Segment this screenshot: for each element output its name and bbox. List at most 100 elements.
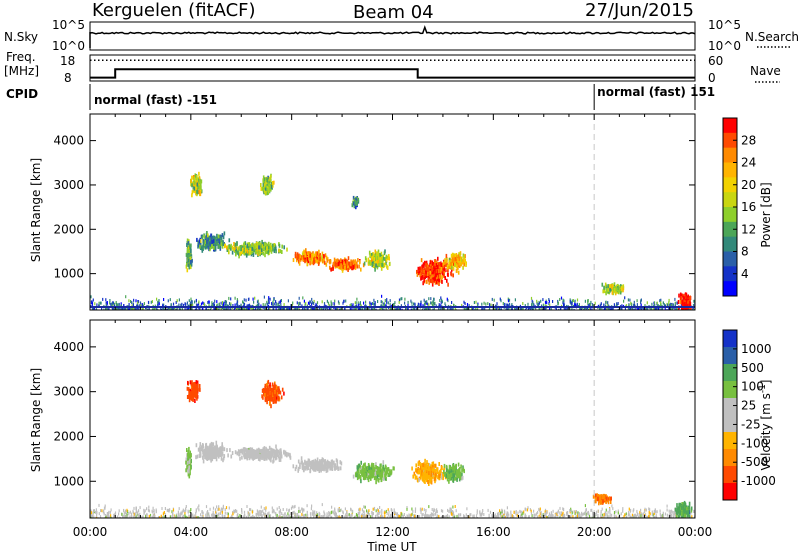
ground-scatter-cell [388,514,389,517]
ground-scatter-cell [146,507,147,510]
ground-scatter-cell [561,511,562,514]
ground-scatter-cell [654,301,655,304]
ground-scatter-cell [428,297,429,300]
noise-right-tick-bottom: 10^0 [708,39,741,53]
ground-scatter-cell [637,303,638,306]
ground-scatter-cell [600,514,601,517]
ground-scatter-cell [225,302,226,305]
ground-scatter-cell [352,303,353,306]
ground-scatter-cell [657,302,658,305]
ground-scatter-cell [137,302,138,305]
echo-cell [262,187,264,191]
y-tick-label: 4000 [53,134,84,148]
ground-scatter-cell [298,507,299,510]
ground-scatter-cell [102,298,103,301]
ground-scatter-cell [274,303,275,306]
ground-scatter-cell [596,511,597,514]
ground-scatter-cell [424,303,425,306]
ground-scatter-cell [319,513,320,516]
echo-cell [211,236,213,240]
echo-cell [249,242,251,246]
ground-scatter-cell [559,298,560,301]
ground-scatter-cell [333,510,334,513]
ground-scatter-cell [132,510,133,513]
ground-scatter-cell [168,299,169,302]
ground-scatter-cell [466,507,467,510]
ground-scatter-cell [570,300,571,303]
ground-scatter-cell [213,507,214,510]
ground-scatter-cell [595,302,596,305]
echo-cell [446,279,448,283]
ground-scatter-cell [280,509,281,512]
ground-scatter-cell [264,507,265,510]
ground-scatter-cell [676,302,677,305]
ground-scatter-cell [317,301,318,304]
ground-scatter-cell [582,513,583,516]
ground-scatter-cell [207,301,208,304]
noise-search-label: N.Search [745,30,799,44]
ground-scatter-cell [624,296,625,299]
ground-scatter-cell [491,514,492,517]
echo-cell [678,300,680,304]
ground-scatter-cell [123,509,124,512]
ground-scatter-cell [279,301,280,304]
ground-scatter-cell [248,515,249,518]
echo-cell [348,256,350,260]
echo-cell [421,258,423,262]
ground-scatter-cell [173,303,174,306]
y-tick-label: 1000 [53,267,84,281]
ground-scatter-cell [128,512,129,515]
echo-cell [423,278,425,282]
echo-cell [324,261,326,265]
ground-scatter-cell [408,301,409,304]
echo-cell [280,249,282,253]
echo-cell [297,256,299,260]
ground-scatter-cell [312,301,313,304]
echo-cell [188,259,190,263]
ground-scatter-cell [649,511,650,514]
echo-cell [340,258,342,262]
echo-cell [261,187,263,191]
nave-label: Nave [750,64,781,78]
ground-scatter-cell [400,298,401,301]
ground-scatter-cell [386,510,387,513]
echo-cell [446,254,448,258]
ground-scatter-cell [432,300,433,303]
ground-scatter-cell [292,511,293,514]
echo-cell [371,256,373,260]
ground-scatter-cell [562,507,563,510]
freq-label-line2: [MHz] [4,64,39,78]
echo-cell [333,262,335,266]
ground-scatter-cell [451,509,452,512]
ground-scatter-cell [265,506,266,509]
ground-scatter-cell [674,298,675,301]
echo-cell [237,251,239,255]
echo-cell [453,257,455,261]
ground-scatter-cell [693,300,694,303]
echo-cell [326,263,328,267]
ground-scatter-cell [232,512,233,515]
echo-cell [197,190,199,194]
ground-scatter-cell [220,512,221,515]
echo-cell [684,302,686,306]
colorbar-tick-label: 28 [741,133,756,147]
ground-scatter-cell [287,512,288,515]
ground-scatter-cell [183,515,184,518]
echo-cell [258,245,260,249]
ground-scatter-cell [667,509,668,512]
echo-cell [224,244,226,248]
ground-scatter-cell [307,504,308,507]
echo-cell [265,191,267,195]
ground-scatter-cell [244,511,245,514]
ground-scatter-cell [435,513,436,516]
echo-cell [198,243,200,247]
ground-scatter-cell [286,508,287,511]
ground-scatter-cell [498,515,499,518]
echo-cell [216,234,218,238]
ground-scatter-cell [601,302,602,305]
ground-scatter-cell [549,512,550,515]
ground-scatter-cell [646,509,647,512]
y-tick-label: 3000 [53,178,84,192]
ground-scatter-cell [675,511,676,514]
ground-scatter-cell [168,510,169,513]
